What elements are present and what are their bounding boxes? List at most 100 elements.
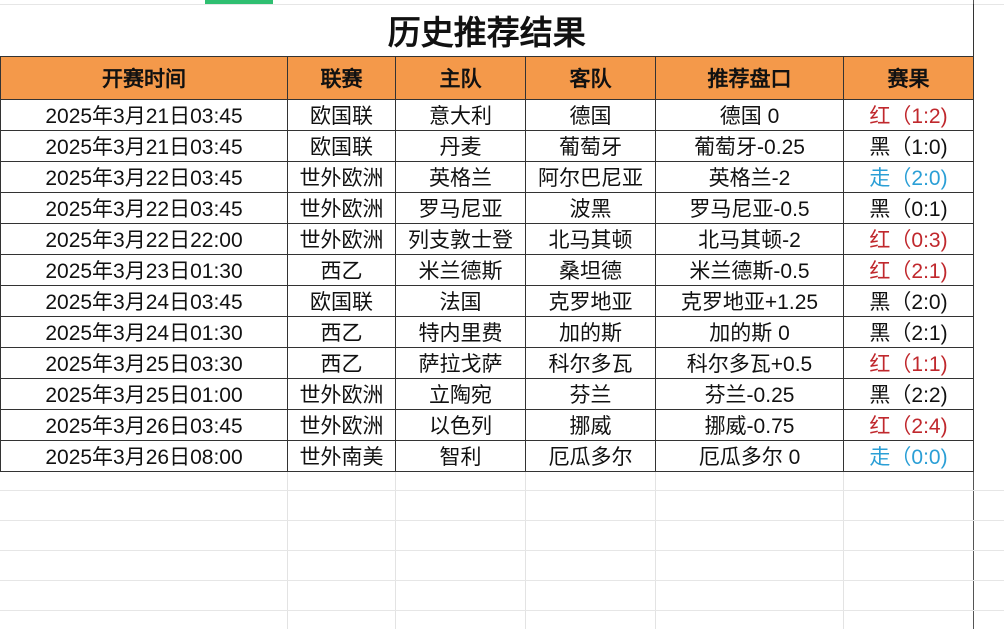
cell-result[interactable]: 黑（2:2)	[843, 378, 974, 410]
cell-pick[interactable]: 葡萄牙-0.25	[655, 130, 844, 162]
cell-home[interactable]: 萨拉戈萨	[395, 347, 526, 379]
cell-pick[interactable]: 挪威-0.75	[655, 409, 844, 441]
cell-home[interactable]: 意大利	[395, 99, 526, 131]
cell-league[interactable]: 世外欧洲	[287, 223, 396, 255]
header-result[interactable]: 赛果	[843, 56, 974, 100]
table-row: 2025年3月25日03:30 西乙 萨拉戈萨 科尔多瓦 科尔多瓦+0.5 红（1:1)	[0, 347, 974, 379]
cell-league[interactable]: 世外欧洲	[287, 161, 396, 193]
cell-home[interactable]: 罗马尼亚	[395, 192, 526, 224]
table-row: 2025年3月26日03:45 世外欧洲 以色列 挪威 挪威-0.75 红（2:4)	[0, 409, 974, 441]
cell-pick[interactable]: 罗马尼亚-0.5	[655, 192, 844, 224]
cell-away[interactable]: 阿尔巴尼亚	[525, 161, 656, 193]
cell-home[interactable]: 英格兰	[395, 161, 526, 193]
cell-time[interactable]: 2025年3月21日03:45	[0, 99, 288, 131]
cell-time[interactable]: 2025年3月22日03:45	[0, 161, 288, 193]
table-row: 2025年3月24日03:45 欧国联 法国 克罗地亚 克罗地亚+1.25 黑（2:0)	[0, 285, 974, 317]
cell-result[interactable]: 走（2:0)	[843, 161, 974, 193]
cell-home[interactable]: 立陶宛	[395, 378, 526, 410]
table-row: 2025年3月25日01:00 世外欧洲 立陶宛 芬兰 芬兰-0.25 黑（2:2)	[0, 378, 974, 410]
cell-result[interactable]: 红（1:1)	[843, 347, 974, 379]
cell-away[interactable]: 北马其顿	[525, 223, 656, 255]
cell-league[interactable]: 西乙	[287, 316, 396, 348]
cell-result[interactable]: 红（1:2)	[843, 99, 974, 131]
cell-pick[interactable]: 芬兰-0.25	[655, 378, 844, 410]
cell-time[interactable]: 2025年3月24日01:30	[0, 316, 288, 348]
results-table: 历史推荐结果 开赛时间 联赛 主队 客队 推荐盘口 赛果 2025年3月21日0…	[0, 4, 974, 472]
cell-pick[interactable]: 德国 0	[655, 99, 844, 131]
cell-result[interactable]: 红（2:4)	[843, 409, 974, 441]
cell-pick[interactable]: 米兰德斯-0.5	[655, 254, 844, 286]
cell-league[interactable]: 世外欧洲	[287, 378, 396, 410]
cell-home[interactable]: 列支敦士登	[395, 223, 526, 255]
cell-away[interactable]: 加的斯	[525, 316, 656, 348]
grid-line	[525, 460, 526, 629]
cell-away[interactable]: 厄瓜多尔	[525, 440, 656, 472]
cell-pick[interactable]: 克罗地亚+1.25	[655, 285, 844, 317]
header-home[interactable]: 主队	[395, 56, 526, 100]
grid-line	[0, 520, 1004, 521]
cell-home[interactable]: 法国	[395, 285, 526, 317]
cell-time[interactable]: 2025年3月23日01:30	[0, 254, 288, 286]
cell-result[interactable]: 黑（0:1)	[843, 192, 974, 224]
table-row: 2025年3月22日03:45 世外欧洲 罗马尼亚 波黑 罗马尼亚-0.5 黑（0:1)	[0, 192, 974, 224]
table-row: 2025年3月24日01:30 西乙 特内里费 加的斯 加的斯 0 黑（2:1)	[0, 316, 974, 348]
header-time[interactable]: 开赛时间	[0, 56, 288, 100]
cell-time[interactable]: 2025年3月22日22:00	[0, 223, 288, 255]
header-row: 开赛时间 联赛 主队 客队 推荐盘口 赛果	[0, 56, 974, 100]
cell-away[interactable]: 德国	[525, 99, 656, 131]
cell-pick[interactable]: 科尔多瓦+0.5	[655, 347, 844, 379]
cell-result[interactable]: 黑（2:1)	[843, 316, 974, 348]
cell-result[interactable]: 红（2:1)	[843, 254, 974, 286]
grid-line	[843, 460, 844, 629]
cell-league[interactable]: 西乙	[287, 347, 396, 379]
cell-home[interactable]: 智利	[395, 440, 526, 472]
cell-result[interactable]: 红（0:3)	[843, 223, 974, 255]
grid-line	[0, 490, 1004, 491]
header-pick[interactable]: 推荐盘口	[655, 56, 844, 100]
sheet-title[interactable]: 历史推荐结果	[0, 4, 974, 57]
cell-home[interactable]: 以色列	[395, 409, 526, 441]
cell-away[interactable]: 芬兰	[525, 378, 656, 410]
cell-time[interactable]: 2025年3月25日03:30	[0, 347, 288, 379]
table-row: 2025年3月21日03:45 欧国联 意大利 德国 德国 0 红（1:2)	[0, 99, 974, 131]
cell-time[interactable]: 2025年3月21日03:45	[0, 130, 288, 162]
cell-time[interactable]: 2025年3月26日03:45	[0, 409, 288, 441]
cell-home[interactable]: 丹麦	[395, 130, 526, 162]
cell-time[interactable]: 2025年3月26日08:00	[0, 440, 288, 472]
grid-line	[0, 550, 1004, 551]
header-away[interactable]: 客队	[525, 56, 656, 100]
cell-away[interactable]: 科尔多瓦	[525, 347, 656, 379]
cell-result[interactable]: 黑（1:0)	[843, 130, 974, 162]
cell-league[interactable]: 欧国联	[287, 130, 396, 162]
cell-league[interactable]: 世外南美	[287, 440, 396, 472]
cell-league[interactable]: 世外欧洲	[287, 192, 396, 224]
grid-line	[0, 580, 1004, 581]
cell-away[interactable]: 葡萄牙	[525, 130, 656, 162]
cell-league[interactable]: 欧国联	[287, 99, 396, 131]
cell-league[interactable]: 西乙	[287, 254, 396, 286]
table-row: 2025年3月23日01:30 西乙 米兰德斯 桑坦德 米兰德斯-0.5 红（2:1)	[0, 254, 974, 286]
cell-pick[interactable]: 加的斯 0	[655, 316, 844, 348]
cell-league[interactable]: 世外欧洲	[287, 409, 396, 441]
cell-time[interactable]: 2025年3月24日03:45	[0, 285, 288, 317]
grid-line	[0, 610, 1004, 611]
cell-pick[interactable]: 英格兰-2	[655, 161, 844, 193]
cell-away[interactable]: 克罗地亚	[525, 285, 656, 317]
cell-home[interactable]: 米兰德斯	[395, 254, 526, 286]
selected-column-indicator	[205, 0, 273, 4]
cell-pick[interactable]: 厄瓜多尔 0	[655, 440, 844, 472]
table-row: 2025年3月22日22:00 世外欧洲 列支敦士登 北马其顿 北马其顿-2 红（0:3)	[0, 223, 974, 255]
cell-away[interactable]: 波黑	[525, 192, 656, 224]
cell-pick[interactable]: 北马其顿-2	[655, 223, 844, 255]
cell-league[interactable]: 欧国联	[287, 285, 396, 317]
header-league[interactable]: 联赛	[287, 56, 396, 100]
cell-home[interactable]: 特内里费	[395, 316, 526, 348]
cell-result[interactable]: 走（0:0)	[843, 440, 974, 472]
cell-away[interactable]: 桑坦德	[525, 254, 656, 286]
grid-line	[287, 460, 288, 629]
cell-away[interactable]: 挪威	[525, 409, 656, 441]
cell-time[interactable]: 2025年3月22日03:45	[0, 192, 288, 224]
cell-time[interactable]: 2025年3月25日01:00	[0, 378, 288, 410]
table-row: 2025年3月26日08:00 世外南美 智利 厄瓜多尔 厄瓜多尔 0 走（0:0)	[0, 440, 974, 472]
cell-result[interactable]: 黑（2:0)	[843, 285, 974, 317]
